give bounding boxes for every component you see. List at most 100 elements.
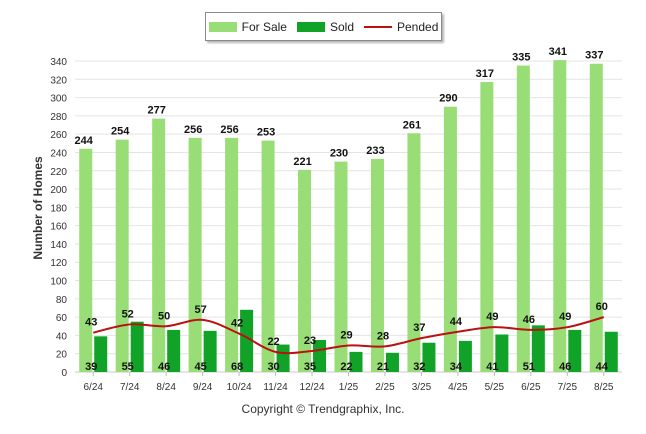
sold-bar (568, 329, 582, 372)
y-tick-label: 40 (56, 331, 68, 342)
y-tick-label: 100 (50, 277, 67, 288)
sold-value-label: 41 (486, 361, 498, 373)
sold-bar (495, 334, 509, 372)
sold-bar (240, 309, 254, 372)
for-sale-value-label: 337 (585, 50, 603, 62)
legend-item-pended[interactable]: Pended (364, 20, 438, 34)
y-tick-label: 200 (50, 185, 67, 196)
for-sale-bar (553, 60, 567, 372)
legend-label-pended: Pended (397, 19, 439, 34)
y-tick-label: 280 (50, 112, 67, 123)
y-tick-label: 60 (56, 313, 68, 324)
x-tick-label: 7/24 (120, 382, 140, 393)
y-tick-label: 220 (50, 167, 67, 178)
sold-value-label: 35 (304, 361, 316, 373)
for-sale-bar (370, 158, 384, 372)
pended-value-label: 60 (596, 301, 608, 313)
for-sale-value-label: 254 (111, 126, 130, 138)
y-tick-label: 80 (56, 295, 68, 306)
sold-bar (604, 331, 618, 372)
x-axis: 6/24 7/24 8/24 9/24 10/24 11/24 12/24 1/25 2/25 3… (83, 372, 614, 393)
sold-value-label: 39 (85, 361, 97, 373)
pended-value-label: 46 (523, 314, 535, 326)
y-tick-label: 180 (50, 203, 67, 214)
y-axis-title: Number of Homes (31, 156, 45, 260)
for-sale-bar (298, 169, 312, 372)
for-sale-bar (480, 82, 494, 372)
for-sale-swatch (208, 21, 237, 32)
grid-lines (75, 60, 622, 373)
pended-value-label: 37 (413, 322, 425, 334)
for-sale-bar (443, 106, 457, 372)
sold-value-label: 32 (413, 361, 425, 373)
y-tick-label: 120 (50, 258, 67, 269)
legend-label-sold: Sold (329, 19, 354, 34)
x-tick-label: 3/25 (412, 382, 432, 393)
x-tick-label: 6/24 (83, 382, 103, 393)
pended-value-label: 23 (304, 335, 316, 347)
for-sale-value-label: 277 (147, 105, 165, 117)
for-sale-value-label: 341 (549, 46, 567, 58)
y-tick-label: 320 (50, 75, 67, 86)
sold-bar (130, 321, 144, 372)
legend-item-for-sale[interactable]: For Sale (208, 20, 287, 34)
for-sale-value-label: 256 (184, 124, 202, 136)
sold-value-label: 46 (158, 361, 170, 373)
for-sale-value-label: 253 (257, 127, 275, 139)
x-tick-label: 1/25 (339, 382, 359, 393)
y-tick-label: 0 (61, 368, 67, 379)
pended-swatch (364, 25, 392, 28)
for-sale-bars (79, 60, 603, 373)
sold-bar (94, 336, 108, 372)
pended-value-label: 29 (340, 329, 352, 341)
x-tick-label: 11/24 (263, 382, 288, 393)
pended-value-label: 28 (377, 330, 389, 342)
legend: For Sale Sold Pended (205, 12, 442, 41)
pended-value-label: 49 (559, 311, 571, 323)
for-sale-bar (407, 133, 421, 372)
y-tick-label: 140 (50, 240, 67, 251)
sold-value-label: 30 (267, 361, 279, 373)
sold-value-label: 68 (231, 361, 243, 373)
sold-bar (167, 329, 181, 372)
sold-value-label: 55 (122, 361, 134, 373)
y-tick-label: 160 (50, 222, 67, 233)
pended-value-label: 43 (85, 317, 97, 329)
sold-value-label: 46 (559, 361, 571, 373)
for-sale-bar (334, 161, 348, 372)
sold-bar (276, 344, 290, 372)
sold-value-label: 34 (450, 361, 463, 373)
x-tick-label: 7/25 (558, 382, 578, 393)
sold-bar (203, 330, 217, 372)
y-tick-label: 340 (50, 57, 67, 68)
for-sale-bar (225, 137, 239, 372)
data-labels: 244 254 277 256 256 253 221 230 233 261 290 317 335 3… (75, 46, 609, 373)
for-sale-bar (188, 137, 202, 372)
sold-bar (458, 340, 472, 372)
y-tick-label: 300 (50, 94, 67, 105)
for-sale-value-label: 244 (75, 135, 94, 147)
x-tick-label: 9/24 (193, 382, 213, 393)
for-sale-bar (152, 118, 166, 373)
sold-bar (531, 325, 545, 372)
for-sale-value-label: 290 (439, 93, 457, 105)
pended-value-label: 57 (195, 304, 207, 316)
for-sale-value-label: 233 (366, 145, 384, 157)
sold-bar (313, 339, 327, 372)
for-sale-value-label: 335 (512, 52, 530, 64)
for-sale-bar (261, 140, 275, 372)
for-sale-bar (79, 148, 93, 372)
for-sale-value-label: 230 (330, 148, 348, 160)
sold-bars (94, 309, 618, 372)
y-tick-label: 240 (50, 148, 67, 159)
copyright-text: Copyright © Trendgraphix, Inc. (241, 402, 405, 416)
sold-bar (349, 351, 363, 372)
legend-item-sold[interactable]: Sold (296, 19, 354, 34)
pended-value-label: 52 (122, 308, 134, 320)
for-sale-value-label: 261 (403, 119, 421, 131)
sold-bar (385, 352, 399, 372)
for-sale-bar (516, 65, 530, 372)
pended-value-label: 22 (267, 336, 279, 348)
for-sale-bar (115, 139, 129, 372)
